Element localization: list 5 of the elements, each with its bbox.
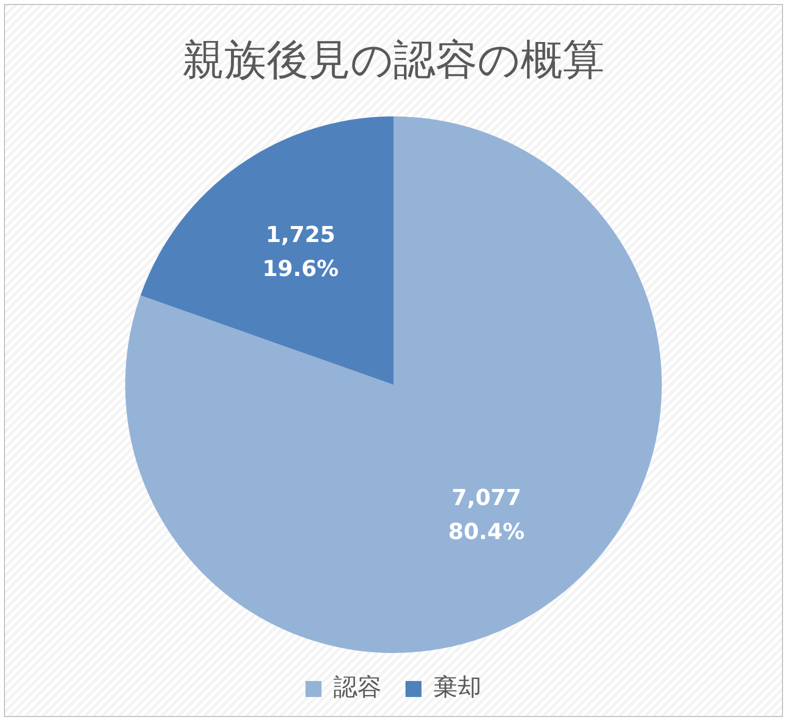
- chart-title: 親族後見の認容の概算: [182, 35, 604, 84]
- data-label: 1,725 19.6%: [262, 223, 339, 282]
- legend-label: 認容: [334, 673, 382, 702]
- legend-label: 棄却: [434, 673, 482, 702]
- data-label: 7,077 80.4%: [448, 486, 525, 545]
